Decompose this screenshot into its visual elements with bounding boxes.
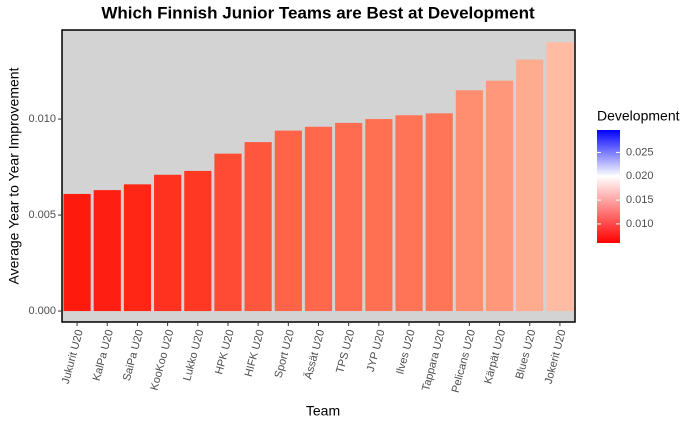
x-tick-label: TPS U20 xyxy=(334,328,357,374)
x-tick-label: Jukurit U20 xyxy=(60,328,86,385)
bar xyxy=(425,113,453,312)
bar xyxy=(304,126,333,312)
x-tick-label: Ilves U20 xyxy=(394,328,417,375)
legend-tick-label: 0.015 xyxy=(626,194,654,206)
y-tick-label: 0.000 xyxy=(28,305,56,317)
y-tick-label: 0.010 xyxy=(28,113,56,125)
bar xyxy=(214,153,242,312)
legend-tick-label: 0.020 xyxy=(626,170,654,182)
x-tick-label: Kärpät U20 xyxy=(482,328,508,385)
x-tick-label: Pelicans U20 xyxy=(450,328,478,394)
legend-title: Development xyxy=(597,108,680,124)
bar xyxy=(335,122,363,312)
x-tick-label: SaiPa U20 xyxy=(121,328,146,382)
bar xyxy=(274,130,302,312)
legend-tick-label: 0.025 xyxy=(626,146,654,158)
bar xyxy=(516,59,544,312)
x-tick-label: KooKoo U20 xyxy=(149,328,177,391)
bar xyxy=(123,184,152,312)
legend-colorbar xyxy=(597,130,620,243)
y-axis-title: Average Year to Year Improvement xyxy=(6,67,22,284)
x-tick-label: HIFK U20 xyxy=(243,328,267,378)
bar xyxy=(63,193,91,312)
bar xyxy=(93,190,121,312)
chart-title: Which Finnish Junior Teams are Best at D… xyxy=(101,3,535,22)
y-tick-label: 0.005 xyxy=(28,209,56,221)
x-tick-label: Tappara U20 xyxy=(420,328,448,392)
x-tick-label: Jokerit U20 xyxy=(543,328,569,385)
bar xyxy=(395,115,423,312)
bar xyxy=(154,174,182,312)
x-tick-label: JYP U20 xyxy=(365,328,388,373)
x-tick-label: Sport U20 xyxy=(273,328,297,379)
bar xyxy=(244,142,272,312)
x-tick-label: HPK U20 xyxy=(213,328,236,375)
bar xyxy=(485,80,514,312)
bar xyxy=(546,42,574,312)
bar xyxy=(455,90,483,312)
bar xyxy=(184,170,212,312)
x-tick-label: Blues U20 xyxy=(514,328,539,380)
x-tick-label: Ässät U20 xyxy=(302,328,327,380)
bar xyxy=(365,119,393,312)
x-tick-label: KalPa U20 xyxy=(91,328,116,382)
x-axis-title: Team xyxy=(306,403,340,419)
legend-tick-label: 0.010 xyxy=(626,218,654,230)
x-tick-label: Lukko U20 xyxy=(181,328,206,382)
